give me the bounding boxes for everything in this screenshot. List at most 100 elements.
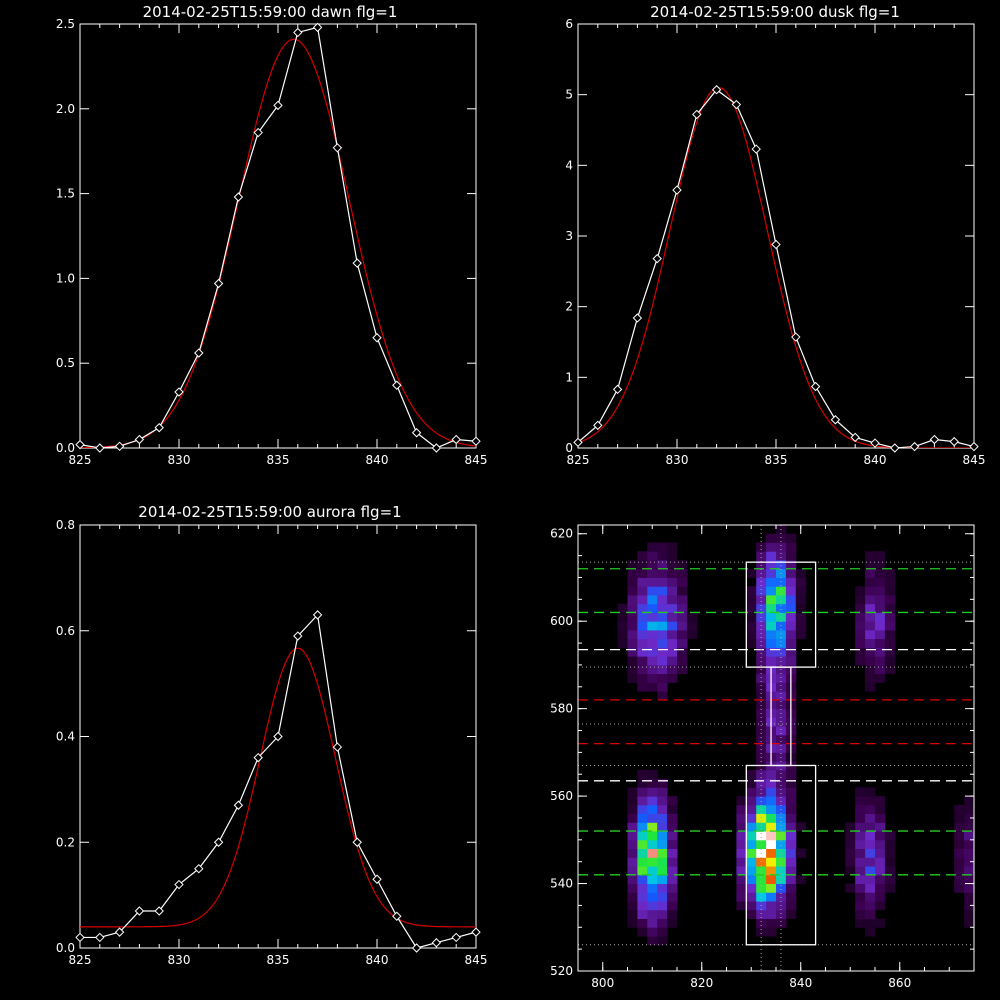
heatmap-cell (766, 629, 777, 640)
heatmap-cell (865, 866, 876, 876)
heatmap-cell (756, 909, 767, 919)
heatmap-cell (776, 778, 787, 788)
heatmap-cell (766, 603, 777, 613)
heatmap-cell (845, 866, 856, 876)
dusk-data-point (771, 239, 781, 250)
heatmap-cell (686, 612, 698, 622)
heatmap-cell (677, 560, 688, 570)
heatmap-cell (647, 822, 658, 832)
heatmap-cell (776, 839, 787, 849)
integration-box (745, 764, 817, 946)
heatmap-cell (776, 734, 787, 745)
heatmap-cell (627, 839, 638, 849)
heatmap-cell (736, 831, 747, 841)
heatmap-cell (647, 866, 658, 876)
heatmap-cell (657, 822, 668, 832)
y-tick-label: 0 (565, 441, 573, 455)
x-tick-label: 835 (765, 453, 788, 467)
aurora-data-point (411, 943, 422, 953)
heatmap-cell (875, 822, 886, 832)
heatmap-cell (855, 874, 866, 884)
dawn-data-point (273, 100, 283, 111)
heatmap-cell (875, 664, 886, 675)
heatmap-cell (845, 857, 856, 867)
dusk-data-point (652, 253, 662, 264)
dusk-title: 2014-02-25T15:59:00 dusk flg=1 (650, 3, 900, 21)
heatmap-cell (785, 542, 797, 552)
dusk-data-point (731, 99, 742, 110)
heatmap-cell (954, 883, 965, 893)
dusk-data-point (929, 434, 940, 445)
heatmap-cell (647, 857, 658, 867)
heatmap-cell (776, 682, 787, 692)
heatmap-cell (746, 892, 757, 902)
heatmap-cell (657, 909, 668, 919)
x-tick-label: 840 (864, 453, 887, 467)
heatmap-cell (637, 883, 648, 893)
heatmap-cell (855, 612, 866, 622)
heatmap-cell (855, 901, 866, 911)
dawn-data-point (194, 348, 204, 358)
y-tick-label: 6 (565, 17, 573, 31)
heatmap-cell (637, 866, 648, 876)
heatmap-cell (756, 726, 767, 736)
dusk-data-point (850, 432, 860, 443)
heatmap-cell (795, 595, 807, 605)
image-plot-area (578, 525, 975, 971)
heatmap-cell (756, 866, 767, 876)
heatmap-cell (657, 883, 668, 893)
heatmap-cell (736, 892, 747, 902)
heatmap-cell (617, 621, 628, 631)
heatmap-cell (776, 647, 787, 657)
heatmap-cell (785, 874, 797, 884)
heatmap-cell (617, 603, 628, 613)
heatmap-cell (865, 647, 876, 657)
heatmap-cell (756, 699, 767, 710)
heatmap-cell (766, 857, 777, 867)
heatmap-cell (756, 778, 767, 788)
heatmap-cell (657, 603, 668, 613)
heatmap-cell (964, 848, 975, 858)
heatmap-cell (884, 586, 896, 596)
heatmap-cell (627, 656, 638, 666)
heatmap-cell (746, 603, 757, 613)
heatmap-cell (776, 533, 787, 543)
aurora-data-point (293, 631, 303, 641)
heatmap-cell (756, 831, 767, 841)
heatmap-cell (756, 656, 767, 666)
y-tick-label: 0.4 (56, 730, 75, 744)
heatmap-cell (637, 656, 648, 666)
heatmap-cell (884, 874, 896, 884)
heatmap-cell (637, 577, 648, 587)
heatmap-cell (756, 892, 767, 902)
dawn-data-point (174, 387, 184, 397)
y-tick-label: 600 (550, 614, 573, 628)
heatmap-cell (766, 892, 777, 902)
heatmap-cell (785, 769, 797, 780)
heatmap-cell (637, 927, 648, 937)
heatmap-cell (647, 568, 658, 578)
x-tick-label: 830 (168, 953, 191, 967)
heatmap-cell (785, 892, 797, 902)
heatmap-cell (746, 612, 757, 622)
heatmap-cell (736, 857, 747, 867)
heatmap-cell (845, 839, 856, 849)
heatmap-cell (884, 638, 896, 648)
heatmap-cell (637, 664, 648, 675)
y-tick-label: 0.5 (56, 356, 75, 370)
heatmap-cell (766, 560, 777, 570)
heatmap-cell (964, 857, 975, 867)
x-tick-label: 825 (69, 453, 92, 467)
heatmap-cell (855, 848, 866, 858)
heatmap-cell (637, 918, 648, 928)
dusk-data-point (711, 85, 722, 95)
heatmap-cell (667, 839, 678, 849)
heatmap-cell (954, 813, 965, 823)
heatmap-cell (795, 568, 807, 578)
heatmap-cell (677, 603, 688, 613)
heatmap-cell (785, 656, 797, 666)
aurora-data-point (253, 752, 263, 763)
heatmap-cell (766, 769, 777, 780)
heatmap-cell (865, 883, 876, 893)
heatmap-cell (667, 638, 678, 648)
